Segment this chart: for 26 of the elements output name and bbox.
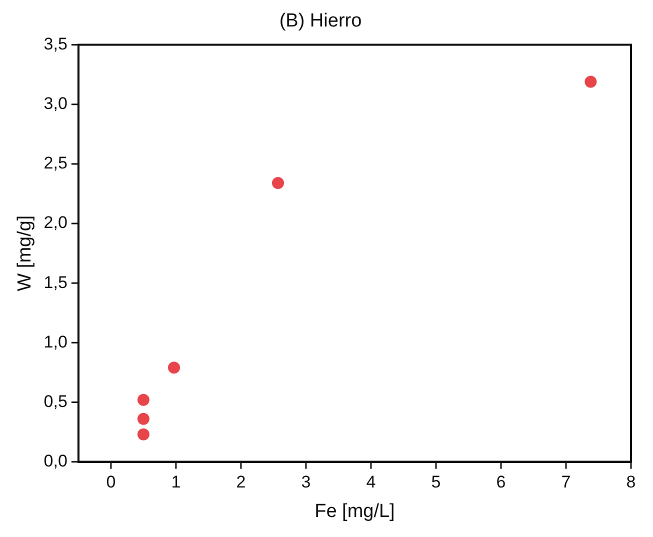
y-tick-label: 2,5	[44, 154, 68, 173]
x-tick-label: 5	[431, 472, 441, 492]
y-tick-label: 3,0	[44, 94, 68, 114]
y-axis-title: W [mg/g]	[14, 215, 36, 292]
y-tick-label: 1,5	[44, 272, 68, 292]
x-tick-label: 8	[626, 472, 636, 492]
point	[137, 394, 150, 406]
x-axis-title: Fe [mg/L]	[314, 500, 395, 522]
point	[584, 76, 597, 88]
point	[137, 428, 150, 440]
x-tick-label: 2	[236, 472, 246, 492]
point	[272, 177, 284, 190]
y-tick-label: 1,0	[44, 332, 68, 352]
x-tick-label: 4	[366, 472, 376, 492]
y-tick-label: 3,5	[44, 34, 68, 54]
y-tick-label: 0,0	[44, 451, 68, 470]
x-tick-label: 6	[496, 472, 506, 492]
x-tick-label: 3	[301, 472, 311, 492]
point	[137, 412, 150, 425]
x-tick-label: 0	[106, 472, 116, 492]
y-tick-label: 2,0	[44, 213, 68, 232]
y-tick-label: 0,5	[44, 392, 68, 411]
point	[168, 362, 180, 374]
chart-title: (B) Hierro	[279, 10, 362, 32]
x-tick-label: 7	[561, 472, 571, 492]
x-tick-label: 1	[171, 472, 181, 492]
